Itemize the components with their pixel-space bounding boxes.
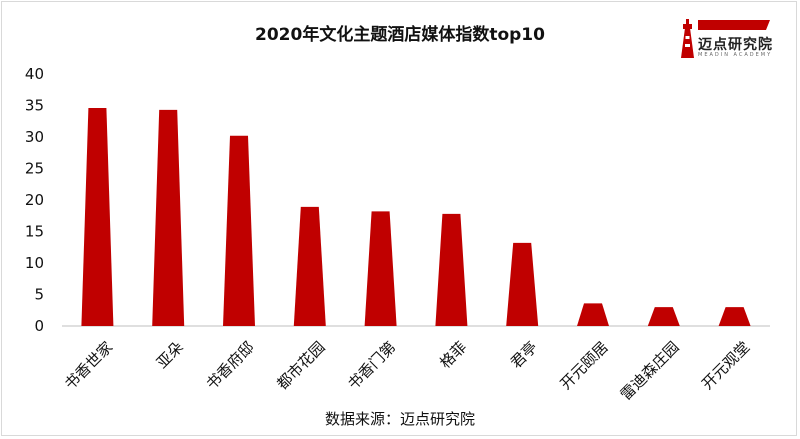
y-tick-label: 20 xyxy=(25,191,44,209)
y-tick-label: 15 xyxy=(25,223,44,241)
x-category-label: 书香世家 xyxy=(61,338,116,393)
x-category-label: 开元观堂 xyxy=(698,338,753,393)
y-tick-label: 35 xyxy=(25,97,44,115)
bar xyxy=(152,109,185,326)
bar xyxy=(364,211,397,326)
x-category-label: 亚朵 xyxy=(153,338,187,372)
y-tick-label: 30 xyxy=(25,128,44,146)
bar xyxy=(435,213,468,326)
x-category-label: 君亭 xyxy=(507,338,541,372)
source-note: 数据来源：迈点研究院 xyxy=(324,410,475,428)
bar xyxy=(647,307,680,326)
logo-name: 迈点研究院 xyxy=(698,37,773,53)
bar xyxy=(293,206,326,326)
brand-logo: 迈点研究院 MEADIN ACADEMY xyxy=(676,16,776,64)
logo-subtitle: MEADIN ACADEMY xyxy=(698,52,773,58)
x-category-label: 书香府邸 xyxy=(203,338,258,393)
y-tick-label: 10 xyxy=(25,254,44,272)
x-category-label: 书香门第 xyxy=(344,338,399,393)
bar xyxy=(718,307,751,326)
bar xyxy=(506,242,539,326)
chart-title: 2020年文化主题酒店媒体指数top10 xyxy=(255,25,545,45)
x-category-label: 开元颐居 xyxy=(557,338,612,393)
x-category-label: 都市花园 xyxy=(273,338,328,393)
y-tick-label: 5 xyxy=(34,286,44,304)
y-tick-label: 40 xyxy=(25,65,44,83)
bar xyxy=(223,135,255,326)
bar xyxy=(81,108,114,327)
y-tick-label: 0 xyxy=(34,317,44,335)
lighthouse-icon xyxy=(681,19,770,58)
x-category-label: 雷迪森庄园 xyxy=(617,338,683,404)
x-category-label: 格菲 xyxy=(436,338,470,372)
y-tick-label: 25 xyxy=(25,160,44,178)
bar xyxy=(577,303,609,326)
